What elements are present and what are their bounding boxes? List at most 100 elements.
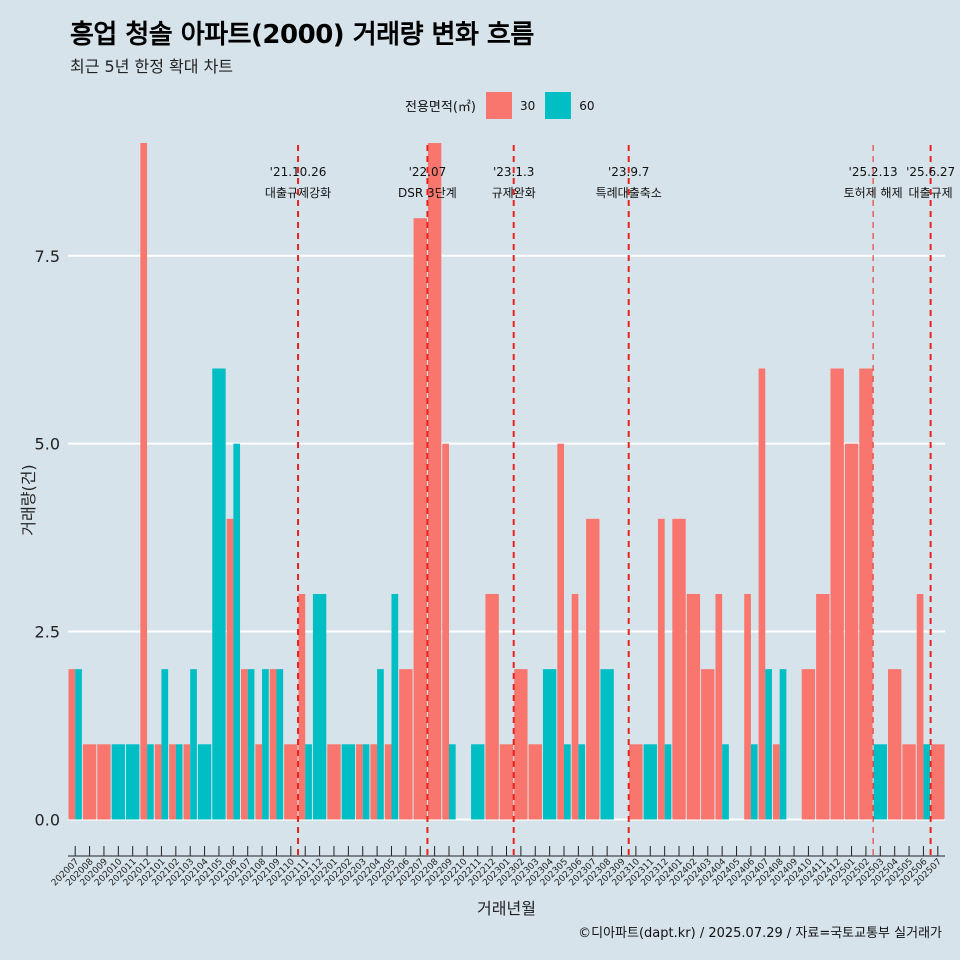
event-date: '22.07 [409,165,447,179]
bar-30-202307 [586,518,600,820]
event-date: '23.9.7 [608,165,649,179]
bar-30-202007 [68,669,76,820]
event-label: 대출규제강화 [265,186,331,200]
bar-60-202103 [190,669,197,820]
bar-30-202401 [672,518,686,820]
bar-60-202304 [542,669,557,820]
bar-30-202206 [399,669,413,820]
legend: 전용면적(㎡) 30 60 [405,92,605,119]
bar-30-202205 [384,744,392,820]
bar-30-202501 [844,443,859,820]
bar-30-202505 [902,744,916,820]
bar-30-202404 [715,593,723,820]
bar-30-202108 [255,744,263,820]
bar-60-202408 [779,669,787,820]
bar-30-202507 [931,744,945,820]
legend-title: 전용면적(㎡) [405,100,476,115]
bar-30-202101 [154,744,162,820]
bar-60-202107 [247,669,255,820]
bar-60-202503 [873,744,887,820]
bar-60-202404 [722,744,729,820]
event-label: 대출규제 [909,186,953,200]
bar-60-202406 [750,744,758,820]
bar-60-202104 [197,744,212,820]
chart-title: 흥업 청솔 아파트(2000) 거래량 변화 흐름 [70,20,534,50]
bar-30-202201 [327,744,341,820]
bar-30-202106 [226,518,234,820]
bar-60-202105 [212,368,226,820]
bar-30-202110 [284,744,298,820]
bar-30-202008 [82,744,97,820]
bar-60-202306 [578,744,586,820]
bar-30-202303 [528,744,542,820]
bar-30-202312 [657,518,665,820]
bar-60-202010 [111,744,126,820]
bar-30-202502 [859,368,873,820]
bar-30-202203 [356,744,363,820]
bar-30-202208 [427,143,442,820]
legend-swatch-30 [485,92,512,119]
bar-60-202112 [312,593,327,820]
bar-60-202012 [147,744,154,820]
event-date: '23.1.3 [493,165,534,179]
bar-60-202407 [765,669,772,820]
event-date: '25.6.27 [906,165,955,179]
y-tick-label: 0.0 [35,810,60,829]
bar-60-202109 [276,669,284,820]
bar-60-202211 [471,744,485,820]
bar-30-202412 [830,368,844,820]
bar-60-202205 [391,593,399,820]
bar-30-202107 [241,669,248,820]
bar-30-202504 [887,669,902,820]
bar-60-202108 [262,669,269,820]
bar-30-202306 [571,593,579,820]
bar-30-202402 [686,593,701,820]
bar-60-202101 [161,669,169,820]
bar-60-202102 [175,744,183,820]
legend-swatch-60 [545,92,572,119]
bar-30-202310 [629,744,643,820]
bar-30-202204 [370,744,378,820]
bar-30-202111 [298,593,306,820]
bar-30-202506 [916,593,924,820]
event-label: 토허제 해제 [844,186,903,200]
bar-30-202410 [801,669,816,820]
bar-30-202012 [140,143,148,820]
bar-60-202209 [448,744,456,820]
bar-60-202011 [126,744,140,820]
bar-30-202403 [701,669,715,820]
event-label: DSR 3단계 [398,186,457,200]
bar-60-202111 [305,744,312,820]
bar-30-202103 [183,744,191,820]
source-caption: ©디아파트(dapt.kr) / 2025.07.29 / 자료=국토교통부 실… [578,926,942,941]
bar-60-202106 [233,443,241,820]
event-label: 특례대출축소 [596,186,662,200]
bar-30-202305 [557,443,565,820]
bar-60-202308 [600,669,614,820]
bar-60-202203 [362,744,370,820]
bar-60-202506 [923,744,931,820]
event-date: '21.10.26 [270,165,327,179]
bar-30-202207 [413,218,427,820]
bar-30-202407 [758,368,766,820]
bar-30-202408 [772,744,780,820]
y-tick-label: 2.5 [35,623,60,642]
bar-30-202301 [499,744,514,820]
bar-30-202212 [485,593,499,820]
bar-30-202302 [514,669,528,820]
bar-60-202312 [664,744,672,820]
event-label: 규제완화 [492,186,536,200]
bar-30-202406 [744,593,751,820]
bar-30-202411 [816,593,830,820]
bar-60-202204 [377,669,384,820]
bar-30-202009 [97,744,111,820]
bar-30-202209 [442,443,449,820]
bar-60-202007 [75,669,82,820]
legend-label-60: 60 [579,98,595,113]
event-date: '25.2.13 [849,165,898,179]
y-tick-label: 5.0 [35,435,60,454]
bar-60-202305 [564,744,571,820]
bar-60-202202 [341,744,356,820]
y-axis-title: 거래량(건) [19,464,38,535]
